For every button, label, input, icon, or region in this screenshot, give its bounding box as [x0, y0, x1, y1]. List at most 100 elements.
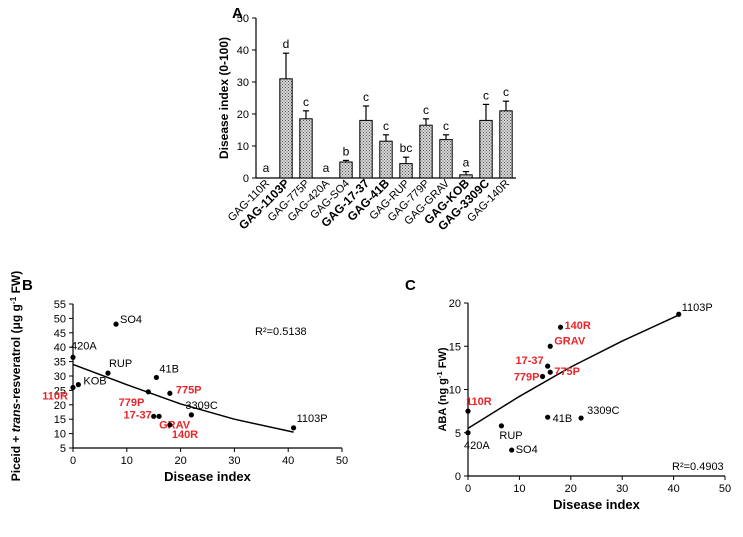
- y-tick-label: 20: [449, 298, 461, 310]
- point-label: 110R: [42, 391, 68, 403]
- x-tick-label: 10: [513, 483, 525, 495]
- point-label: GRAV: [159, 419, 191, 431]
- point-label: GRAV: [554, 335, 586, 347]
- data-point: [75, 382, 81, 388]
- data-point: [105, 370, 111, 376]
- r-squared-label: R²=0.5138: [255, 326, 307, 338]
- point-label: 140R: [565, 320, 591, 332]
- bar: [499, 110, 513, 179]
- data-point: [70, 354, 76, 360]
- data-point: [188, 412, 194, 418]
- significance-letter: c: [363, 90, 369, 104]
- x-tick-label: 50: [719, 483, 731, 495]
- panel-a-label: A: [232, 5, 243, 22]
- y-tick-label: 10: [237, 141, 249, 153]
- data-point: [167, 390, 173, 396]
- y-tick-label: 10: [54, 429, 66, 441]
- data-point: [545, 363, 551, 369]
- point-label: KOB: [83, 376, 106, 388]
- data-point: [290, 425, 297, 431]
- point-label: 41B: [553, 413, 573, 425]
- y-axis-title-superscript: -1: [435, 371, 444, 379]
- x-tick-label: 40: [667, 483, 679, 495]
- point-label: 17-37: [124, 409, 152, 421]
- data-point: [498, 423, 505, 429]
- point-label: SO4: [516, 444, 538, 456]
- y-tick-label: 40: [237, 45, 249, 57]
- y-tick-label: 35: [54, 357, 66, 369]
- y-axis-title: Disease index (0-100): [217, 37, 231, 159]
- y-axis-title-superscript: -1: [8, 296, 18, 304]
- point-label: 779P: [514, 372, 540, 384]
- x-axis-title: Disease index: [164, 469, 251, 484]
- significance-letter: bc: [400, 141, 413, 155]
- fit-curve: [72, 363, 294, 433]
- significance-letter: c: [303, 95, 309, 109]
- y-tick-label: 50: [54, 313, 66, 325]
- x-tick-label: 30: [616, 483, 628, 495]
- significance-letter: c: [423, 103, 429, 117]
- point-label: 779P: [119, 397, 145, 409]
- point-label: 420A: [71, 340, 97, 352]
- point-label: 17-37: [516, 355, 544, 367]
- significance-letter: a: [463, 156, 470, 170]
- significance-letter: c: [383, 119, 389, 133]
- data-point: [539, 373, 546, 380]
- point-label: SO4: [120, 314, 142, 326]
- data-point: [113, 321, 119, 327]
- x-tick-label: 20: [174, 455, 186, 467]
- data-point: [578, 415, 584, 421]
- y-axis-title-part: -resveratrol (μg g: [9, 304, 23, 403]
- x-tick-label: 0: [465, 483, 471, 495]
- point-label: 140R: [172, 429, 198, 441]
- y-tick-label: 45: [54, 328, 66, 340]
- x-tick-label: 40: [282, 455, 294, 467]
- significance-letter: a: [263, 161, 270, 175]
- y-tick-label: 20: [54, 400, 66, 412]
- y-tick-label: 50: [237, 13, 249, 25]
- data-point: [145, 389, 151, 395]
- bar: [359, 119, 373, 179]
- y-tick-label: 10: [449, 385, 461, 397]
- point-label: 3309C: [185, 400, 217, 412]
- data-point: [167, 422, 173, 428]
- point-label: 41B: [159, 363, 179, 375]
- y-tick-label: 15: [449, 341, 461, 353]
- data-point: [465, 430, 471, 436]
- y-tick-label: 25: [54, 385, 66, 397]
- y-tick-label: 5: [60, 443, 66, 455]
- x-axis-title: Disease index: [553, 497, 640, 512]
- bar: [399, 163, 413, 179]
- y-tick-label: 30: [54, 371, 66, 383]
- y-tick-label: 20: [237, 109, 249, 121]
- y-axis-title-part: FW): [9, 271, 23, 297]
- data-point: [547, 343, 553, 349]
- point-label: 3309C: [587, 405, 619, 417]
- y-axis-title-part: FW): [437, 347, 449, 371]
- significance-letter: d: [283, 37, 290, 51]
- x-tick-label: 50: [336, 455, 348, 467]
- significance-letter: a: [323, 161, 330, 175]
- data-point: [509, 447, 515, 453]
- y-axis-title-italic: trans: [9, 403, 23, 433]
- point-label: 110R: [466, 396, 492, 408]
- x-tick-label: 30: [228, 455, 240, 467]
- data-point: [151, 413, 157, 419]
- x-tick-label: 10: [121, 455, 133, 467]
- bar: [379, 140, 393, 179]
- point-label: 420A: [464, 440, 490, 452]
- point-label: 1103P: [682, 302, 713, 314]
- significance-letter: c: [443, 119, 449, 133]
- y-tick-label: 15: [54, 414, 66, 426]
- data-point: [465, 408, 471, 414]
- y-axis-title-part: Piceid +: [9, 432, 23, 481]
- bar: [339, 161, 353, 179]
- bar: [299, 118, 313, 179]
- y-axis-title-part: ABA (ng g: [437, 378, 449, 431]
- data-point: [545, 414, 551, 420]
- fit-curve: [467, 314, 680, 430]
- bar: [439, 139, 453, 179]
- point-label: 1103P: [297, 413, 328, 425]
- data-point: [557, 324, 564, 330]
